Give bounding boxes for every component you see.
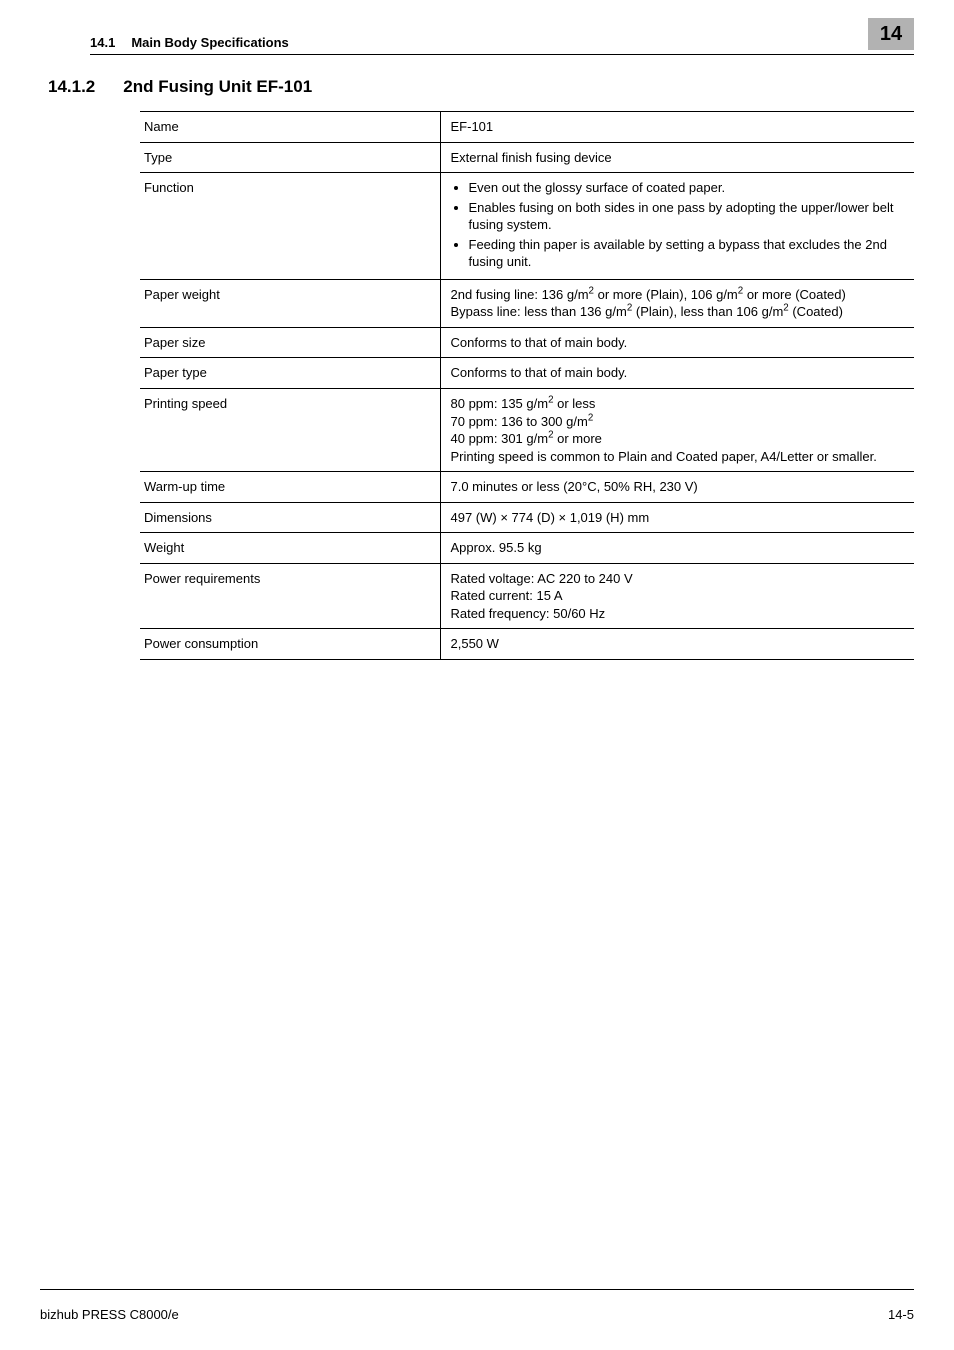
spec-value: External finish fusing device <box>440 142 914 173</box>
spec-key: Name <box>140 112 440 143</box>
spec-key: Paper size <box>140 327 440 358</box>
chapter-number: 14 <box>880 23 902 46</box>
bullet-list: Even out the glossy surface of coated pa… <box>451 179 907 271</box>
footer-left: bizhub PRESS C8000/e <box>40 1307 179 1322</box>
footer: bizhub PRESS C8000/e 14-5 <box>40 1307 914 1322</box>
spec-key: Paper weight <box>140 279 440 327</box>
table-row: Printing speed80 ppm: 135 g/m2 or less70… <box>140 389 914 472</box>
section-number: 14.1.2 <box>48 77 95 97</box>
table-row: Power requirementsRated voltage: AC 220 … <box>140 563 914 629</box>
spec-key: Power consumption <box>140 629 440 660</box>
spec-key: Warm-up time <box>140 472 440 503</box>
spec-value: Conforms to that of main body. <box>440 327 914 358</box>
table-row: Paper sizeConforms to that of main body. <box>140 327 914 358</box>
table-row: Paper typeConforms to that of main body. <box>140 358 914 389</box>
spec-key: Dimensions <box>140 502 440 533</box>
spec-key: Power requirements <box>140 563 440 629</box>
spec-value: Rated voltage: AC 220 to 240 VRated curr… <box>440 563 914 629</box>
bullet-item: Enables fusing on both sides in one pass… <box>469 199 907 234</box>
table-row: TypeExternal finish fusing device <box>140 142 914 173</box>
table-row: Function Even out the glossy surface of c… <box>140 173 914 280</box>
spec-key: Weight <box>140 533 440 564</box>
footer-right: 14-5 <box>888 1307 914 1322</box>
spec-value: Approx. 95.5 kg <box>440 533 914 564</box>
header-section-title: Main Body Specifications <box>131 35 288 50</box>
table-row: Power consumption2,550 W <box>140 629 914 660</box>
spec-key: Paper type <box>140 358 440 389</box>
bullet-item: Feeding thin paper is available by setti… <box>469 236 907 271</box>
spec-table: NameEF-101TypeExternal finish fusing dev… <box>140 111 914 660</box>
running-header: 14.1 Main Body Specifications 14 <box>0 0 954 50</box>
section-heading: 14.1.2 2nd Fusing Unit EF-101 <box>0 55 954 97</box>
spec-key: Printing speed <box>140 389 440 472</box>
table-row: Warm-up time7.0 minutes or less (20°C, 5… <box>140 472 914 503</box>
bullet-item: Even out the glossy surface of coated pa… <box>469 179 907 197</box>
spec-key: Type <box>140 142 440 173</box>
header-section-number: 14.1 <box>90 35 115 50</box>
spec-value: 80 ppm: 135 g/m2 or less70 ppm: 136 to 3… <box>440 389 914 472</box>
table-row: Paper weight2nd fusing line: 136 g/m2 or… <box>140 279 914 327</box>
footer-rule <box>40 1289 914 1290</box>
spec-value: 2nd fusing line: 136 g/m2 or more (Plain… <box>440 279 914 327</box>
header-left: 14.1 Main Body Specifications <box>90 35 289 50</box>
spec-table-body: NameEF-101TypeExternal finish fusing dev… <box>140 112 914 660</box>
table-row: Dimensions497 (W) × 774 (D) × 1,019 (H) … <box>140 502 914 533</box>
page: 14.1 Main Body Specifications 14 14.1.2 … <box>0 0 954 1350</box>
spec-value: 2,550 W <box>440 629 914 660</box>
spec-value: 7.0 minutes or less (20°C, 50% RH, 230 V… <box>440 472 914 503</box>
table-row: NameEF-101 <box>140 112 914 143</box>
spec-value: Conforms to that of main body. <box>440 358 914 389</box>
chapter-number-box: 14 <box>868 18 914 50</box>
spec-value: Even out the glossy surface of coated pa… <box>440 173 914 280</box>
spec-key: Function <box>140 173 440 280</box>
table-row: WeightApprox. 95.5 kg <box>140 533 914 564</box>
spec-value: 497 (W) × 774 (D) × 1,019 (H) mm <box>440 502 914 533</box>
spec-value: EF-101 <box>440 112 914 143</box>
section-title: 2nd Fusing Unit EF-101 <box>123 77 312 97</box>
